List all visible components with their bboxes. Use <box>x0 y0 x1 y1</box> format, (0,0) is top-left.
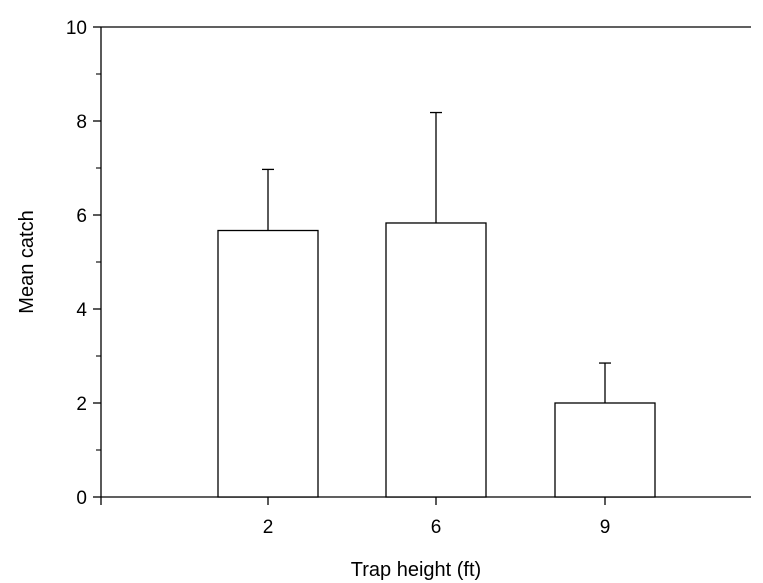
bar-9 <box>554 402 656 498</box>
bar-2 <box>217 229 319 498</box>
y-tick-label: 6 <box>76 206 87 227</box>
y-tick-label: 4 <box>76 300 87 321</box>
y-axis-label: Mean catch <box>16 210 38 313</box>
x-tick-label-2: 2 <box>263 517 274 538</box>
y-tick-label: 2 <box>76 394 87 415</box>
bars <box>217 222 656 498</box>
bar-6 <box>385 222 487 498</box>
y-tick-label: 8 <box>76 112 87 133</box>
x-axis: 2 6 9 <box>100 497 611 538</box>
x-axis-label: Trap height (ft) <box>351 559 481 581</box>
x-tick-label-6: 6 <box>431 517 442 538</box>
y-tick-label: 0 <box>76 488 87 509</box>
x-tick-label-9: 9 <box>600 517 611 538</box>
y-tick-label: 10 <box>66 18 87 39</box>
error-bars <box>262 111 611 403</box>
y-axis: 0 2 4 6 8 10 <box>66 18 101 509</box>
